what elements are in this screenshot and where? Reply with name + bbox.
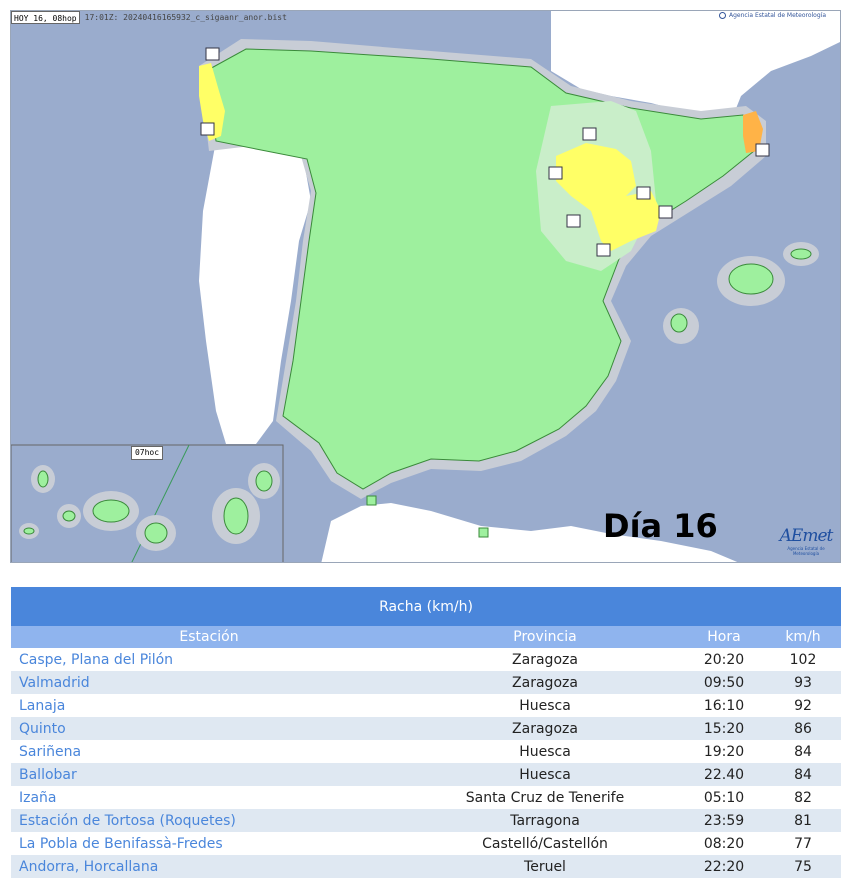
orange-warning-catalonia — [743, 111, 763, 153]
province-cell: Zaragoza — [512, 720, 578, 737]
province-cell: Huesca — [519, 743, 571, 760]
tenerife-land — [92, 499, 130, 523]
time-cell: 08:20 — [703, 835, 745, 852]
kmh-cell: 86 — [794, 720, 812, 737]
wind-warning-icon — [205, 47, 220, 61]
portugal-land-2 — [199, 141, 311, 444]
time-cell: 20:20 — [703, 651, 745, 668]
table-header: Estación Provincia Hora km/h — [11, 626, 841, 648]
melilla — [478, 527, 489, 538]
kmh-cell: 102 — [789, 651, 817, 668]
station-link[interactable]: Izaña — [19, 789, 57, 806]
column-province: Provincia — [513, 629, 577, 645]
wind-warning-icon — [636, 186, 651, 200]
table-row: Quinto Zaragoza 15:20 86 — [11, 717, 841, 740]
agency-credit: Agencia Estatal de Meteorología — [719, 12, 826, 19]
table-row: Caspe, Plana del Pilón Zaragoza 20:20 102 — [11, 648, 841, 671]
yellow-warning-galicia — [199, 63, 225, 141]
station-link[interactable]: La Pobla de Benifassà-Fredes — [19, 835, 223, 852]
wind-warning-icon — [548, 166, 563, 180]
column-kmh: km/h — [785, 629, 821, 645]
gomera-land — [62, 510, 76, 522]
column-time: Hora — [707, 629, 741, 645]
yellow-warning-aragon — [556, 143, 661, 251]
kmh-cell: 75 — [794, 858, 812, 875]
time-cell: 09:50 — [703, 674, 745, 691]
la-palma-land — [37, 470, 49, 488]
wind-warning-icon — [596, 243, 611, 257]
province-cell: Huesca — [519, 697, 571, 714]
table-row: Sariñena Huesca 19:20 84 — [11, 740, 841, 763]
day-label: Día 16 — [603, 507, 718, 545]
kmh-cell: 77 — [794, 835, 812, 852]
time-cell: 23:59 — [703, 812, 745, 829]
kmh-cell: 84 — [794, 743, 812, 760]
hierro-land — [23, 527, 35, 535]
africa-land — [321, 503, 738, 562]
kmh-cell: 92 — [794, 697, 812, 714]
station-link[interactable]: Quinto — [19, 720, 66, 737]
map-datetime: HOY 16, 08hop — [11, 11, 80, 24]
station-link[interactable]: Ballobar — [19, 766, 77, 783]
column-station: Estación — [179, 629, 239, 645]
time-cell: 22:20 — [703, 858, 745, 875]
province-cell: Santa Cruz de Tenerife — [465, 789, 625, 806]
table-row: Valmadrid Zaragoza 09:50 93 — [11, 671, 841, 694]
wind-warning-icon — [200, 122, 215, 136]
wind-warning-icon — [755, 143, 770, 157]
province-cell: Zaragoza — [512, 674, 578, 691]
france-land — [551, 11, 840, 131]
time-cell: 22.40 — [703, 766, 745, 783]
kmh-cell: 81 — [794, 812, 812, 829]
table-row: Andorra, Horcallana Teruel 22:20 75 — [11, 855, 841, 878]
kmh-cell: 82 — [794, 789, 812, 806]
time-cell: 19:20 — [703, 743, 745, 760]
province-cell: Huesca — [519, 766, 571, 783]
table-title: Racha (km/h) — [11, 587, 841, 626]
kmh-cell: 84 — [794, 766, 812, 783]
map-header: HOY 16, 08hop 17:01Z: 20240416165932_c_s… — [11, 11, 287, 24]
wind-warning-icon — [658, 205, 673, 219]
mallorca — [728, 263, 774, 295]
province-cell: Teruel — [524, 858, 566, 875]
table-body: Caspe, Plana del Pilón Zaragoza 20:20 102 Va… — [11, 648, 841, 878]
kmh-cell: 93 — [794, 674, 812, 691]
time-cell: 15:20 — [703, 720, 745, 737]
wind-warning-icon — [566, 214, 581, 228]
province-cell: Zaragoza — [512, 651, 578, 668]
table-row: La Pobla de Benifassà-Fredes Castelló/Cas… — [11, 832, 841, 855]
station-link[interactable]: Estación de Tortosa (Roquetes) — [19, 812, 236, 829]
logo-brand: AEmet — [779, 526, 834, 546]
station-link[interactable]: Caspe, Plana del Pilón — [19, 651, 174, 668]
menorca — [790, 248, 812, 260]
logo-subtitle: Agencia Estatal de Meteorología — [787, 546, 825, 556]
table-row: Ballobar Huesca 22.40 84 — [11, 763, 841, 786]
map-graphic — [11, 11, 840, 562]
warning-map: HOY 16, 08hop 17:01Z: 20240416165932_c_s… — [10, 10, 841, 563]
table-row: Lanaja Huesca 16:10 92 — [11, 694, 841, 717]
ceuta — [366, 495, 377, 506]
station-link[interactable]: Lanaja — [19, 697, 66, 714]
agency-name: Agencia Estatal de Meteorología — [729, 12, 826, 19]
ibiza — [670, 313, 688, 333]
station-link[interactable]: Andorra, Horcallana — [19, 858, 159, 875]
agency-icon — [719, 12, 726, 19]
time-cell: 16:10 — [703, 697, 745, 714]
inset-label: 07hoc — [131, 446, 163, 460]
table-row: Izaña Santa Cruz de Tenerife 05:10 82 — [11, 786, 841, 809]
time-cell: 05:10 — [703, 789, 745, 806]
aemet-logo: AEmet Agencia Estatal de Meteorología — [776, 526, 836, 556]
table-row: Estación de Tortosa (Roquetes) Tarragona 2… — [11, 809, 841, 832]
fuerteventura-land — [223, 497, 249, 535]
map-filename: 17:01Z: 20240416165932_c_sigaanr_anor.bi… — [84, 13, 287, 22]
gran-canaria-land — [144, 522, 168, 544]
wind-warning-icon — [582, 127, 597, 141]
station-link[interactable]: Sariñena — [19, 743, 82, 760]
wind-warning-markers — [200, 47, 770, 257]
province-cell: Castelló/Castellón — [482, 835, 608, 852]
gust-table: Racha (km/h) Estación Provincia Hora km/… — [11, 587, 841, 878]
station-link[interactable]: Valmadrid — [19, 674, 90, 691]
province-cell: Tarragona — [510, 812, 580, 829]
lanzarote-land — [255, 470, 273, 492]
